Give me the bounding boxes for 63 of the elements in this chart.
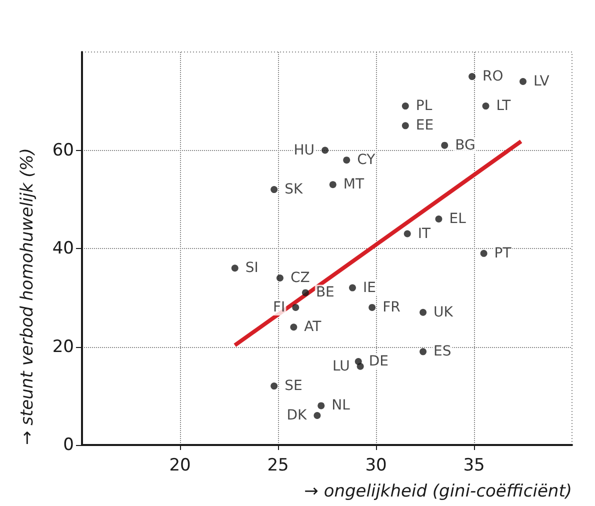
point: [290, 324, 298, 331]
data-label: EE: [416, 118, 434, 134]
point: [480, 250, 488, 257]
data-label: LV: [534, 73, 550, 90]
y-axis-title: → steunt verbod homohuwelijk (%): [18, 148, 38, 445]
point: [420, 348, 427, 356]
point: [322, 146, 329, 154]
point: [276, 274, 284, 282]
data-label: PT: [494, 245, 512, 262]
x-tick-label: 25: [267, 456, 289, 476]
data-label: IT: [418, 226, 431, 242]
data-label: AT: [304, 319, 322, 336]
point: [482, 102, 490, 110]
x-tick-label: 20: [169, 456, 191, 476]
data-label: HU: [294, 142, 315, 158]
point: [402, 102, 409, 110]
data-label: CZ: [290, 270, 310, 286]
data-label: UK: [434, 304, 454, 320]
data-label: NL: [332, 398, 350, 414]
point: [404, 230, 411, 238]
data-label: MT: [343, 176, 364, 193]
point: [270, 382, 278, 390]
point: [270, 186, 278, 194]
data-label: ES: [434, 344, 452, 360]
point: [420, 308, 427, 316]
data-label: BE: [316, 284, 334, 301]
point: [231, 264, 238, 272]
data-label: FI: [272, 299, 286, 316]
x-tick-label: 30: [365, 456, 387, 476]
point: [368, 304, 376, 311]
x-tick-label: 35: [463, 456, 485, 476]
point: [441, 142, 448, 149]
data-label: EL: [449, 211, 466, 228]
point: [318, 402, 325, 410]
data-label: DK: [286, 408, 308, 424]
point: [468, 73, 476, 80]
y-tick-label: 20: [52, 336, 74, 357]
data-label: FR: [382, 299, 401, 316]
point: [520, 78, 526, 85]
y-tick-label: 40: [52, 238, 74, 258]
data-label: PL: [416, 98, 432, 114]
y-tick-label: 0: [63, 435, 74, 455]
data-label: CY: [357, 152, 376, 168]
point: [292, 304, 300, 311]
data-label: IE: [362, 280, 376, 296]
data-label: LT: [496, 98, 512, 114]
data-label: SK: [284, 182, 304, 198]
data-label: SI: [245, 260, 258, 276]
point: [435, 216, 442, 223]
point: [348, 284, 356, 292]
point: [356, 362, 364, 370]
point: [302, 289, 309, 296]
data-label: DE: [368, 353, 388, 370]
y-tick-label: 60: [52, 140, 74, 160]
point: [402, 122, 409, 130]
x-axis-title: → ongelijkheid (gini-coëfficiënt): [304, 482, 572, 502]
data-label: LU: [332, 358, 350, 374]
data-label: RO: [482, 68, 504, 85]
point: [343, 156, 350, 164]
data-label: BG: [455, 137, 476, 154]
point: [314, 412, 321, 420]
point: [329, 181, 336, 188]
data-label: SE: [284, 378, 302, 394]
